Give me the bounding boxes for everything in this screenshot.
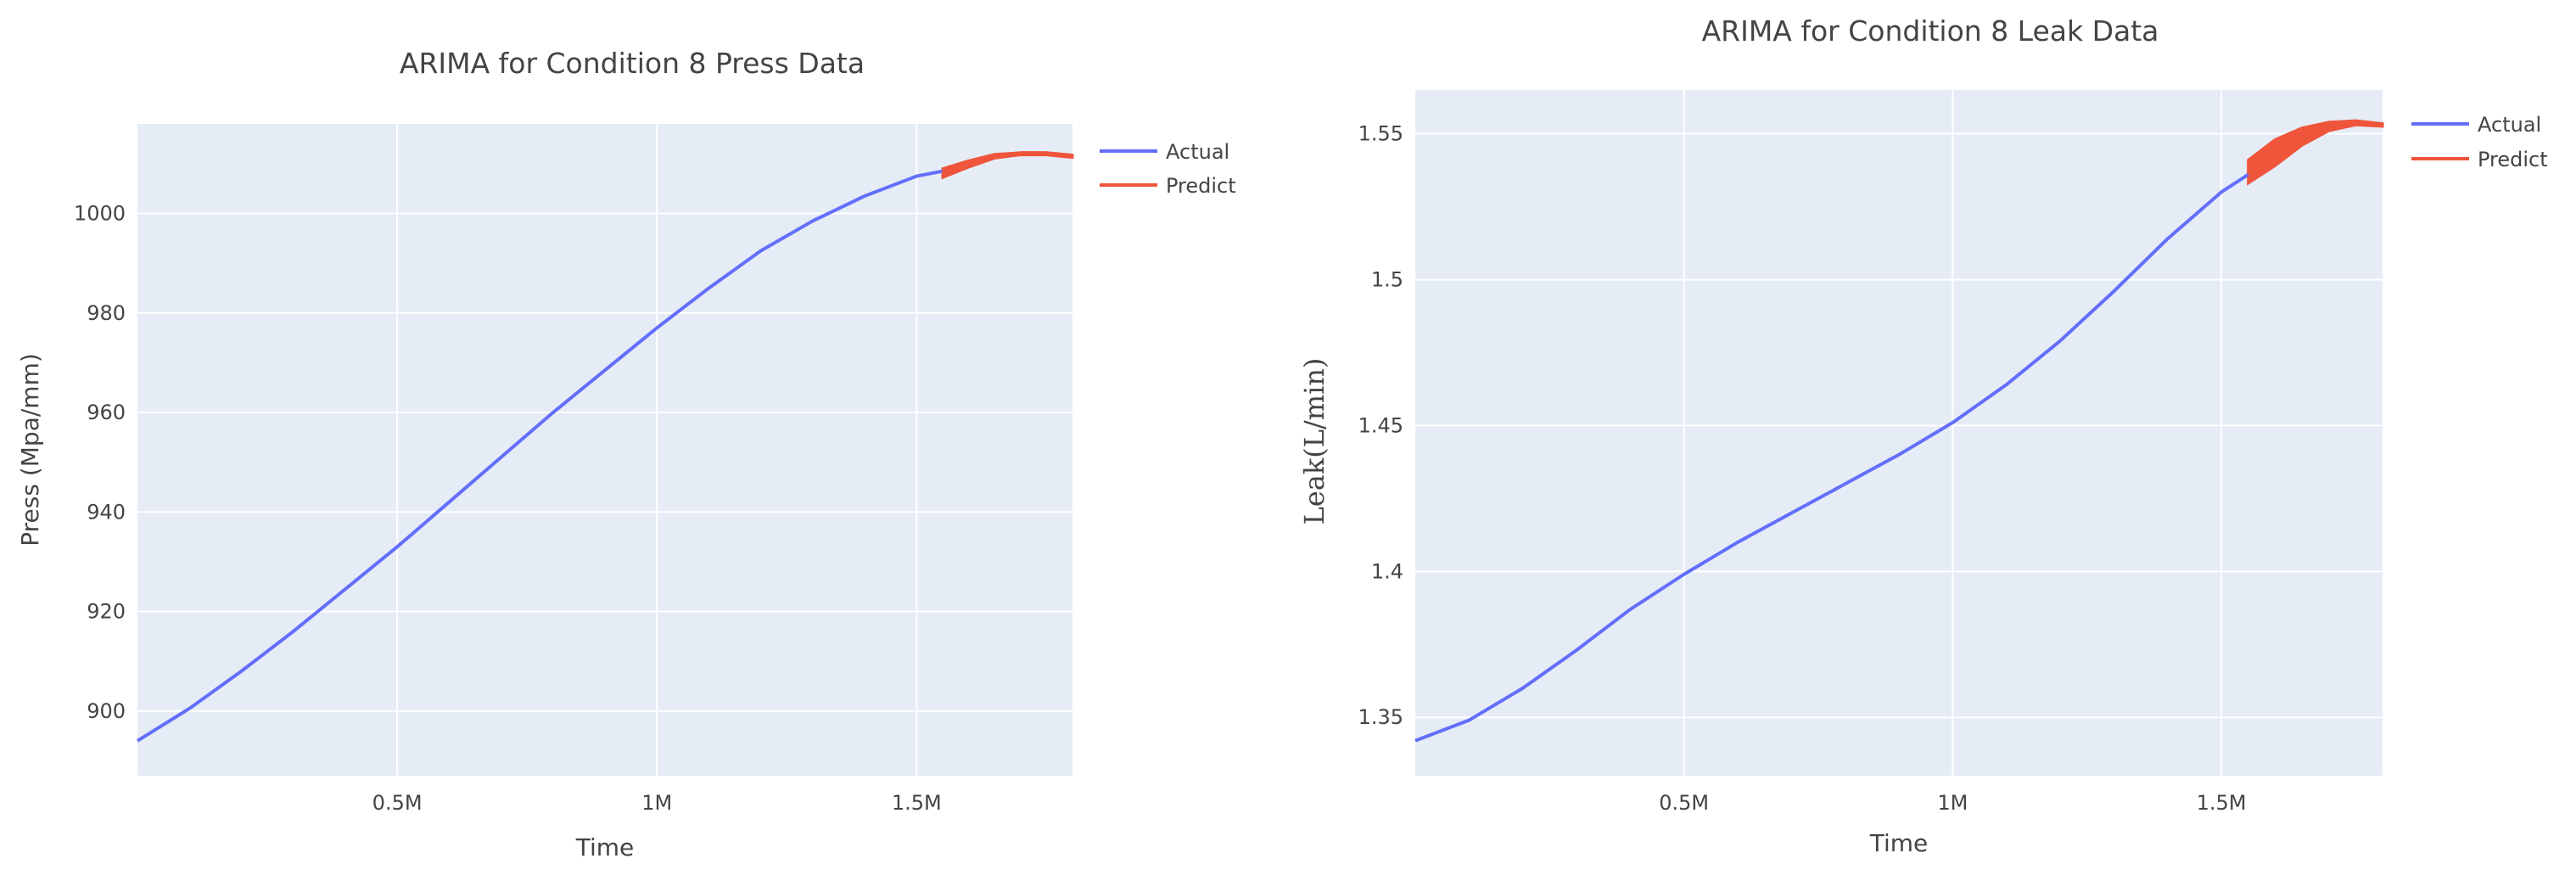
legend-predict-label[interactable]: Predict: [1166, 174, 1236, 198]
plot-area: [137, 124, 1072, 776]
x-tick-label: 1.5M: [2197, 791, 2247, 815]
y-tick-label: 1.45: [1358, 413, 1403, 437]
x-axis-title: Time: [575, 833, 635, 861]
y-tick-label: 1.4: [1371, 559, 1403, 583]
actual-line: [136, 169, 944, 743]
y-tick-label: 960: [87, 401, 126, 424]
predict-line: [941, 151, 1073, 177]
x-tick-label: 1M: [641, 791, 672, 815]
series-lines: [1414, 119, 2383, 743]
legend-predict-label[interactable]: Predict: [2478, 148, 2548, 171]
legend[interactable]: Actual Predict: [2411, 113, 2548, 171]
legend-actual-label[interactable]: Actual: [2478, 113, 2541, 137]
x-tick-labels: 0.5M 1M 1.5M: [372, 791, 942, 815]
chart-leak: ARIMA for Condition 8 Leak Data 1.351.41…: [1298, 14, 2548, 857]
x-tick-labels: 0.5M 1M 1.5M: [1659, 791, 2246, 815]
predict-line: [2246, 119, 2383, 177]
y-tick-label: 1000: [74, 202, 126, 226]
y-tick-label: 980: [87, 301, 126, 325]
y-tick-label: 900: [87, 699, 126, 723]
y-tick-label: 1.5: [1371, 267, 1403, 291]
y-tick-labels: 900 920 940 960 980 1000: [74, 202, 126, 723]
y-axis-title: Leak(L/min): [1298, 358, 1330, 525]
legend[interactable]: Actual Predict: [1100, 140, 1236, 198]
x-tick-label: 1M: [1937, 791, 1968, 815]
legend-actual-label[interactable]: Actual: [1166, 140, 1229, 164]
x-tick-label: 0.5M: [1659, 791, 1709, 815]
y-tick-label: 1.35: [1358, 705, 1403, 729]
y-tick-labels: 1.35 1.4 1.45 1.5 1.55: [1358, 122, 1403, 730]
x-tick-label: 1.5M: [892, 791, 942, 815]
series-lines: [136, 151, 1073, 743]
x-tick-label: 0.5M: [372, 791, 423, 815]
y-tick-label: 920: [87, 600, 126, 624]
actual-line: [1414, 173, 2249, 743]
plot-area: [1415, 90, 2383, 776]
chart-press: ARIMA for Condition 8 Press Data 9009209…: [16, 47, 1236, 861]
y-tick-label: 940: [87, 500, 126, 524]
chart-title: ARIMA for Condition 8 Leak Data: [1702, 14, 2159, 48]
x-axis-title: Time: [1869, 829, 1929, 857]
chart-title: ARIMA for Condition 8 Press Data: [400, 47, 865, 80]
y-axis-title: Press (Mpa/mm): [16, 353, 44, 547]
gridlines: [1415, 90, 2383, 776]
y-tick-label: 1.55: [1358, 122, 1403, 146]
gridlines: [137, 124, 1072, 776]
